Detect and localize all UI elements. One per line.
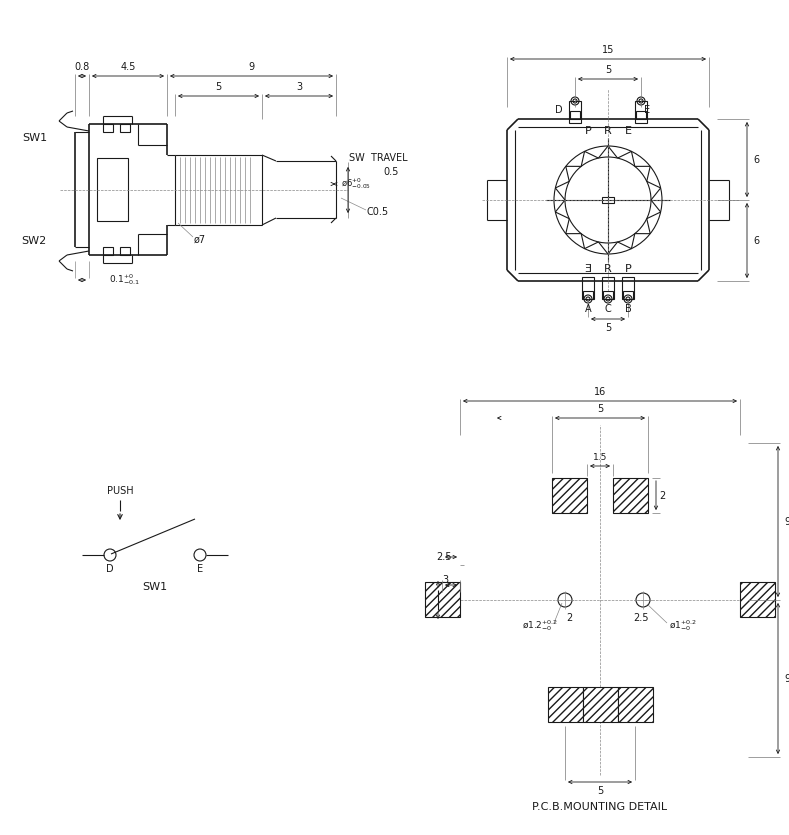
Text: B: B <box>625 304 631 314</box>
Text: 2: 2 <box>659 491 665 501</box>
Text: PUSH: PUSH <box>107 486 133 496</box>
Text: Ǝ: Ǝ <box>585 264 592 274</box>
Text: P.C.B.MOUNTING DETAIL: P.C.B.MOUNTING DETAIL <box>533 802 667 812</box>
Text: R: R <box>604 264 612 274</box>
Text: 6: 6 <box>753 155 759 165</box>
Text: R: R <box>604 126 612 136</box>
Text: 2: 2 <box>567 613 573 623</box>
Bar <box>636 111 646 119</box>
Text: 2.5: 2.5 <box>436 552 452 562</box>
Text: E: E <box>197 564 203 574</box>
Text: 0.5: 0.5 <box>383 167 398 177</box>
Text: 16: 16 <box>594 387 606 397</box>
Bar <box>602 277 614 299</box>
Bar <box>618 687 653 722</box>
Text: D: D <box>555 105 563 115</box>
Bar <box>740 582 775 617</box>
Text: C: C <box>604 304 611 314</box>
Bar <box>97 158 128 221</box>
Text: ø7: ø7 <box>194 235 206 245</box>
Bar <box>613 478 648 513</box>
Bar <box>583 687 618 722</box>
Bar <box>622 277 634 299</box>
Text: 3: 3 <box>296 82 302 92</box>
Text: 1.5: 1.5 <box>593 453 608 463</box>
Text: SW  TRAVEL: SW TRAVEL <box>349 153 407 163</box>
Text: E: E <box>644 105 650 115</box>
Text: 6: 6 <box>753 236 759 246</box>
Bar <box>603 291 613 299</box>
Bar <box>552 478 587 513</box>
Text: D: D <box>107 564 114 574</box>
Text: A: A <box>585 304 591 314</box>
Text: E: E <box>625 126 631 136</box>
Text: 15: 15 <box>602 45 614 55</box>
Text: 3: 3 <box>442 575 448 585</box>
Bar <box>120 247 130 255</box>
Bar <box>570 111 580 119</box>
Text: 5: 5 <box>605 323 611 333</box>
Text: 5: 5 <box>215 82 221 92</box>
Text: 5: 5 <box>596 786 603 796</box>
Text: SW1: SW1 <box>143 582 167 592</box>
Bar <box>103 124 113 132</box>
Bar <box>583 291 593 299</box>
Bar <box>582 277 594 299</box>
Bar <box>602 197 614 203</box>
Text: ø1$^{+0.2}_{-0}$: ø1$^{+0.2}_{-0}$ <box>669 619 697 634</box>
Bar <box>548 687 583 722</box>
Text: SW2: SW2 <box>22 236 47 246</box>
Bar <box>569 101 581 123</box>
Bar <box>623 291 633 299</box>
Text: 4.5: 4.5 <box>120 62 136 72</box>
Bar <box>103 247 113 255</box>
Bar <box>635 101 647 123</box>
Text: 9: 9 <box>784 674 789 684</box>
Text: ø6$^{+0}_{-0.05}$: ø6$^{+0}_{-0.05}$ <box>341 176 371 191</box>
Text: 5: 5 <box>596 404 603 414</box>
Text: P: P <box>585 126 592 136</box>
Text: P: P <box>625 264 631 274</box>
Text: ø1.2$^{+0.2}_{-0}$: ø1.2$^{+0.2}_{-0}$ <box>522 619 558 634</box>
Text: SW1: SW1 <box>22 133 47 143</box>
Bar <box>425 582 460 617</box>
Text: 5: 5 <box>605 65 611 75</box>
Text: 0.8: 0.8 <box>74 62 90 72</box>
Text: $0.1^{+0}_{-0.1}$: $0.1^{+0}_{-0.1}$ <box>109 272 140 287</box>
Text: C0.5: C0.5 <box>367 207 389 217</box>
Text: 9: 9 <box>248 62 254 72</box>
Text: 9: 9 <box>784 517 789 527</box>
Text: 2.5: 2.5 <box>633 613 649 623</box>
Bar <box>120 124 130 132</box>
